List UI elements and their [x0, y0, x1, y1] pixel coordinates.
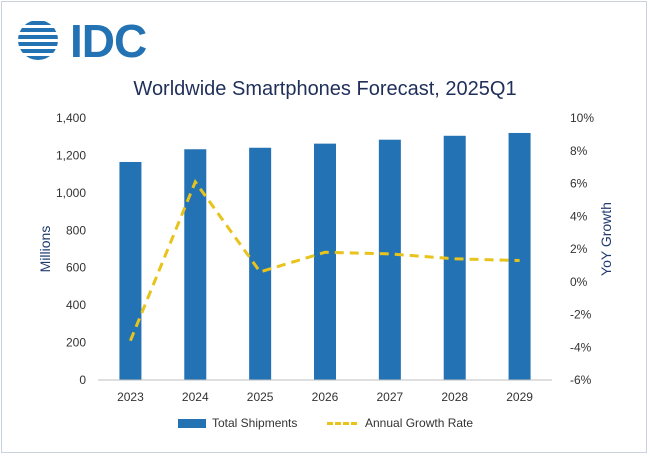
bar-total-shipments [314, 143, 336, 380]
growth-rate-line [129, 178, 520, 342]
y2-tick-label: 0% [570, 275, 588, 289]
legend-label-growth: Annual Growth Rate [365, 416, 474, 430]
idc-logo: IDC [14, 14, 164, 66]
legend-item-growth: Annual Growth Rate [327, 416, 473, 430]
legend-label-shipments: Total Shipments [212, 416, 298, 430]
legend-swatch-line [327, 421, 357, 425]
legend: Total Shipments Annual Growth Rate [0, 416, 650, 436]
y-tick-label: 600 [66, 261, 86, 275]
legend-swatch-bar [178, 418, 206, 428]
y2-tick-label: 6% [570, 177, 588, 191]
y2-tick-label: -2% [570, 308, 592, 322]
y-axis-title: Millions [37, 226, 53, 273]
x-tick-label: 2025 [247, 390, 274, 404]
bar-total-shipments [119, 161, 142, 380]
y2-axis-title: YoY Growth [598, 202, 614, 276]
logo-text: IDC [70, 15, 147, 67]
y-tick-label: 0 [79, 373, 86, 387]
legend-item-shipments: Total Shipments [178, 416, 297, 430]
y2-tick-label: 4% [570, 209, 588, 223]
y-tick-label: 800 [66, 223, 86, 237]
bar-total-shipments [249, 147, 272, 380]
y2-tick-label: 10% [570, 111, 594, 125]
y-tick-label: 1,200 [56, 148, 86, 162]
x-tick-label: 2024 [182, 390, 209, 404]
x-tick-label: 2023 [117, 390, 144, 404]
y-tick-label: 1,000 [56, 186, 86, 200]
y2-tick-label: -4% [570, 340, 592, 354]
bar-total-shipments [378, 139, 401, 380]
bar-total-shipments [508, 132, 531, 380]
bar-total-shipments [184, 149, 207, 380]
x-tick-label: 2029 [506, 390, 533, 404]
chart-title: Worldwide Smartphones Forecast, 2025Q1 [133, 78, 517, 100]
y-tick-label: 400 [66, 298, 86, 312]
x-tick-label: 2027 [377, 390, 404, 404]
idc-globe-icon [18, 21, 58, 60]
y-tick-label: 200 [66, 336, 86, 350]
y2-tick-label: 2% [570, 242, 588, 256]
x-tick-label: 2028 [441, 390, 468, 404]
y-tick-label: 1,400 [56, 111, 86, 125]
y2-tick-label: 8% [570, 144, 588, 158]
x-tick-label: 2026 [312, 390, 339, 404]
y2-tick-label: -6% [570, 373, 592, 387]
